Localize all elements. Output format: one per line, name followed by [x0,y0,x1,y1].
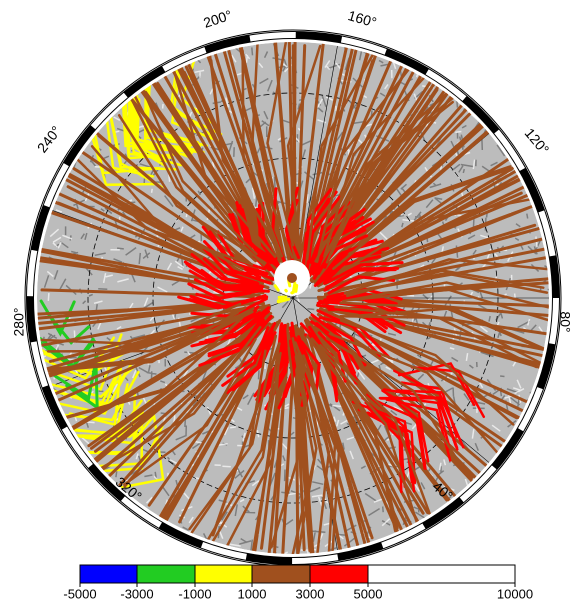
colorbar-tick-label: 1000 [238,586,267,600]
colorbar-tick-label: 5000 [354,586,383,600]
longitude-label: 200° [201,7,233,31]
longitude-label: 240° [34,123,64,156]
colorbar-tick-label: -5000 [63,586,96,600]
colorbar-tick-label: -3000 [120,586,153,600]
pole [287,273,297,283]
longitude-label: 280° [11,308,27,337]
colorbar-tick-label: 3000 [296,586,325,600]
colorbar-segment [195,565,252,583]
colorbar-segment [252,565,310,583]
longitude-label: 160° [346,7,378,30]
longitude-label: 120° [522,125,553,157]
colorbar-segment [137,565,195,583]
longitude-label: 80° [557,311,572,332]
colorbar-tick-label: 10000 [497,586,533,600]
colorbar: -5000 -3000 -1000 1000 3000 5000 10000 [63,565,533,600]
colorbar-tick-label: -1000 [178,586,211,600]
colorbar-segment [368,565,515,583]
colorbar-segment [310,565,368,583]
colorbar-segment [80,565,137,583]
polar-map-figure: 200° 160° 240° 120° 280° 80° 320° 40° -5… [0,0,572,600]
